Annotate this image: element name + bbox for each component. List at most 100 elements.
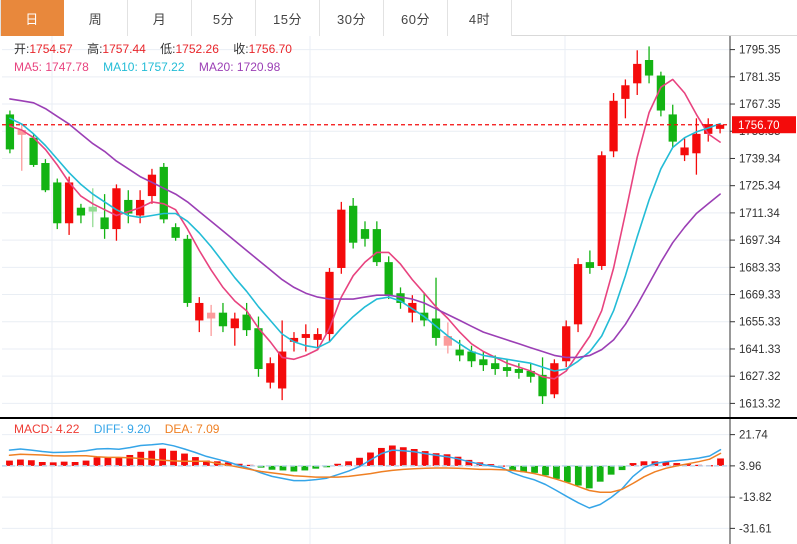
candle-body (242, 314, 251, 331)
candle-body (64, 182, 74, 224)
candle-body (431, 318, 441, 338)
macd-bar (607, 465, 615, 475)
tab-6[interactable]: 60分 (384, 0, 448, 36)
candle-body (159, 166, 168, 220)
candle-body (573, 264, 583, 325)
macd-bar (301, 465, 309, 471)
ma-line-ma10 (9, 117, 721, 372)
macd-bar (399, 447, 407, 466)
candle-body (41, 163, 50, 191)
macd-bar (268, 465, 276, 470)
candle-body (715, 124, 725, 129)
macd-bar (618, 465, 626, 471)
candle-body (479, 359, 488, 366)
candle-body (88, 206, 97, 212)
price-chart-panel[interactable]: 1795.351781.351767.351753.351739.341725.… (0, 36, 797, 417)
candle-body (692, 133, 701, 154)
candle-body (5, 114, 15, 150)
tab-7[interactable]: 4时 (448, 0, 512, 36)
macd-bar (115, 457, 123, 466)
axis-tick-label: 1613.32 (739, 398, 781, 410)
axis-tick-label: 1697.34 (739, 235, 781, 247)
macd-bar (596, 465, 604, 482)
axis-tick-label: 1683.33 (739, 262, 781, 274)
macd-bar (159, 448, 167, 466)
candle-body (254, 328, 263, 370)
axis-tick-label: 1767.35 (739, 99, 781, 111)
tab-4[interactable]: 15分 (256, 0, 320, 36)
candle-body (585, 262, 595, 268)
candle-body (467, 351, 476, 362)
macd-bar (553, 465, 560, 479)
tab-0[interactable]: 日 (0, 0, 64, 36)
tab-label: 4时 (468, 11, 491, 27)
candle-body (325, 271, 334, 335)
tab-label: 日 (25, 11, 39, 27)
macd-bar (388, 445, 396, 466)
macd-histogram (6, 445, 724, 489)
macd-bar (465, 459, 473, 466)
axis-tick-label: 1711.34 (739, 208, 780, 220)
axis-tick-label: 1739.34 (739, 153, 781, 165)
axis-tick-label: 1641.33 (739, 344, 781, 356)
candle-body (597, 155, 606, 267)
macd-bar (17, 459, 24, 466)
candle-body (124, 199, 133, 214)
tab-3[interactable]: 5分 (192, 0, 256, 36)
current-price-badge-label: 1756.70 (738, 120, 780, 132)
tab-2[interactable]: 月 (128, 0, 192, 36)
tab-1[interactable]: 周 (64, 0, 128, 36)
candle-body (100, 217, 109, 230)
candle-body (609, 100, 618, 152)
candle-body (384, 262, 393, 296)
macd-bar (432, 453, 440, 466)
candle-body (408, 302, 417, 313)
macd-bar (563, 465, 571, 483)
macd-bar (520, 465, 528, 473)
macd-bar (509, 465, 517, 471)
tab-5[interactable]: 30分 (320, 0, 384, 36)
macd-bar (717, 458, 724, 466)
candle-body (349, 205, 358, 243)
macd-chart-panel[interactable]: 21.74 3.96 -13.82 -31.61 (0, 417, 797, 544)
macd-bar (279, 465, 287, 471)
axis-tick-label: -13.82 (739, 492, 772, 504)
candle-body (360, 229, 370, 239)
axis-tick-label: 1627.32 (739, 371, 781, 383)
axis-tick-label: 1669.33 (739, 290, 781, 302)
candle-body (206, 312, 216, 319)
tab-label: 60分 (401, 11, 430, 27)
macd-bar (6, 460, 13, 466)
macd-bar (170, 450, 177, 466)
macd-bar (38, 462, 46, 466)
current-price-badge (732, 116, 796, 134)
candle-body (455, 349, 464, 356)
macd-bar (640, 461, 648, 466)
macd-bar (104, 457, 112, 466)
macd-bar (202, 460, 210, 466)
macd-bar (126, 454, 134, 466)
macd-gridlines (2, 419, 730, 544)
candle-body (278, 351, 287, 389)
macd-bar (82, 460, 90, 466)
candle-body (502, 367, 512, 371)
macd-bar (290, 465, 298, 472)
macd-bar (684, 464, 692, 466)
candle-body (514, 369, 524, 373)
candle-body (147, 174, 157, 197)
macd-bar (542, 465, 549, 476)
axis-tick-label: 1795.35 (739, 45, 781, 57)
candle-body (289, 337, 299, 342)
macd-bar (629, 463, 637, 466)
candlestick-series (5, 46, 725, 405)
candle-body (29, 137, 38, 165)
candle-body (218, 312, 228, 327)
macd-bar (312, 465, 320, 469)
candle-body (53, 182, 62, 224)
axis-tick-label: -31.61 (739, 523, 772, 535)
candle-body (171, 227, 180, 238)
candle-body (17, 129, 26, 135)
macd-bar (257, 465, 265, 468)
macd-bar (487, 464, 495, 466)
